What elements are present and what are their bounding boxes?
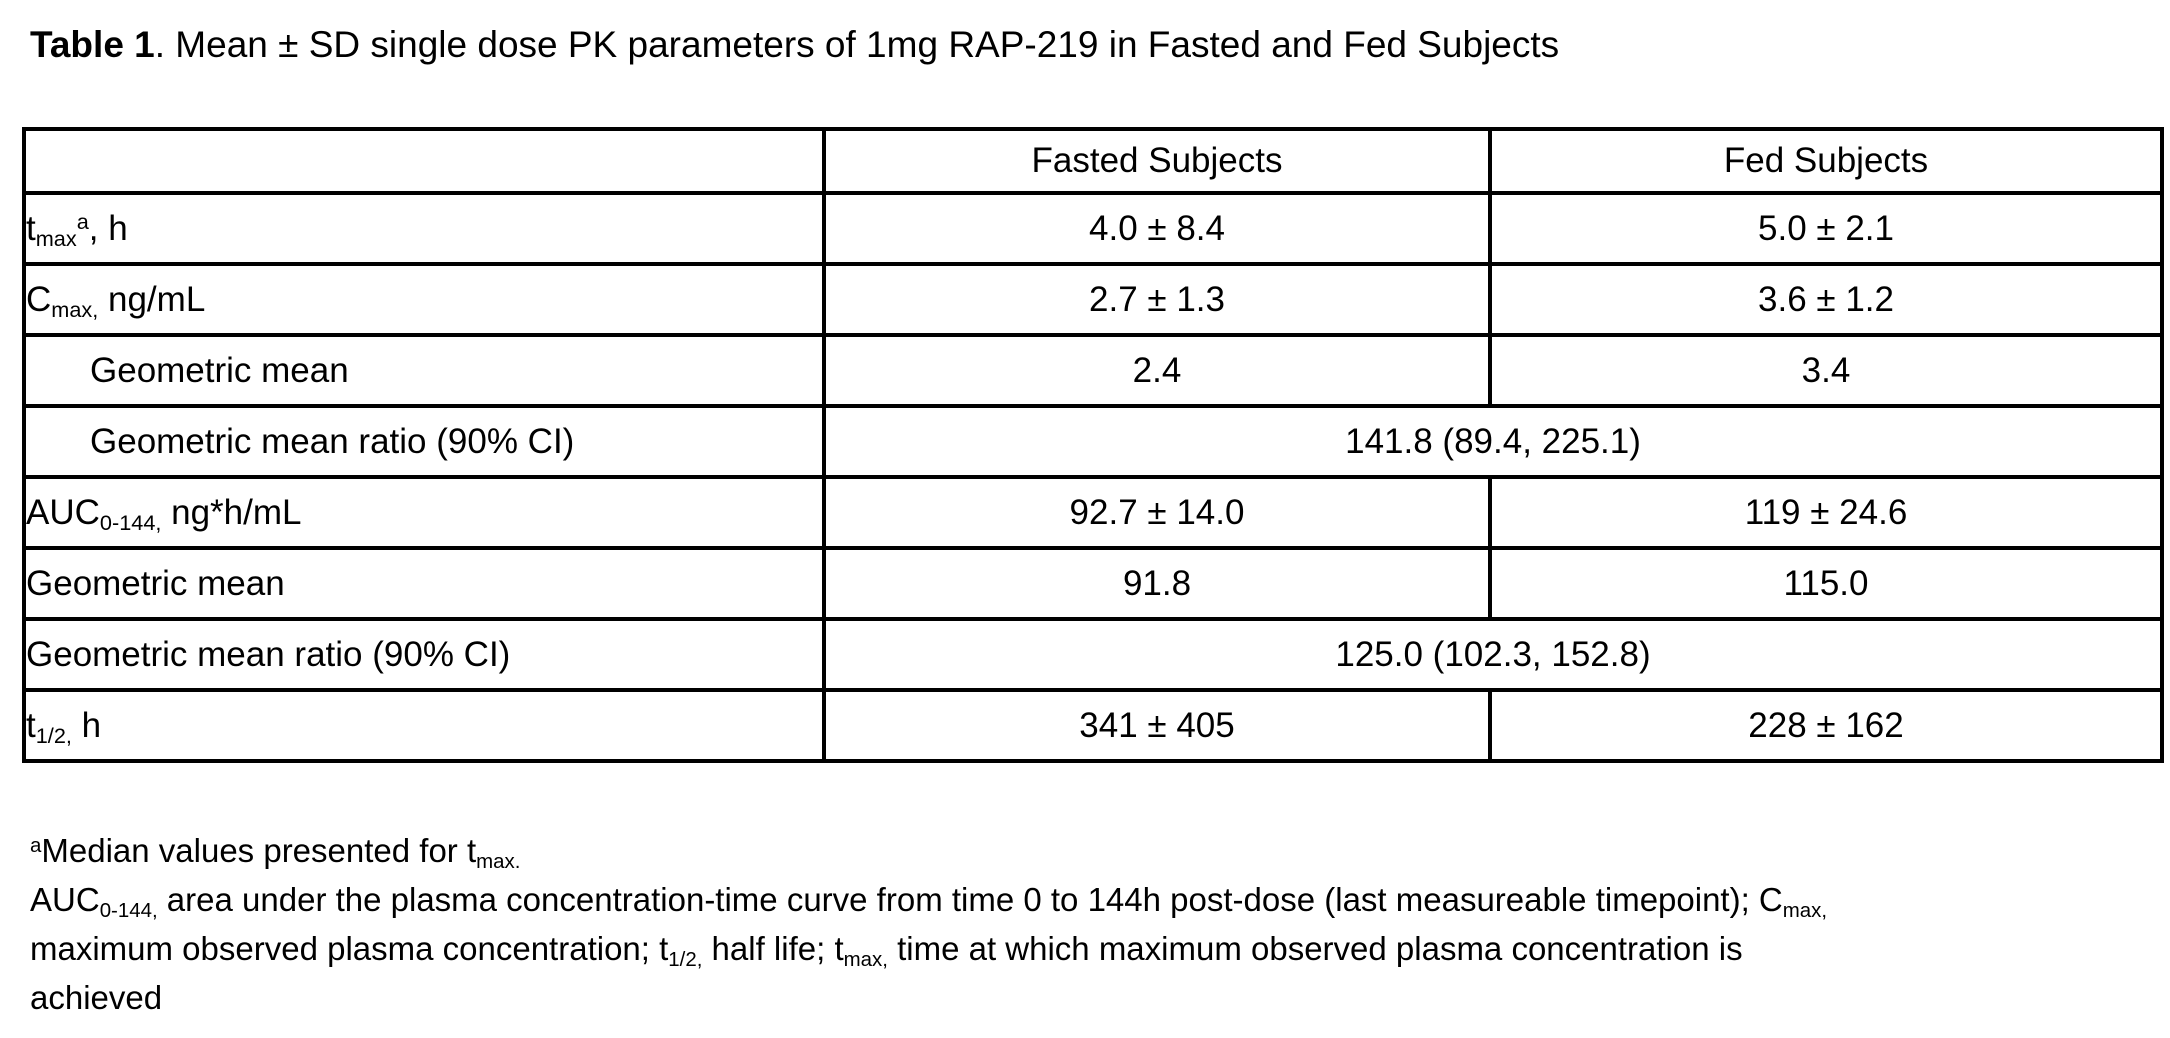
table-row-cmax: Cmax, ng/mL 2.7 ± 1.3 3.6 ± 1.2	[22, 262, 2164, 337]
table-title: Table 1. Mean ± SD single dose PK parame…	[30, 22, 1559, 68]
table-row-auc-geomean: Geometric mean 91.8 115.0	[22, 546, 2164, 621]
pk-parameters-table: Fasted Subjects Fed Subjects tmaxa, h 4.…	[22, 127, 2164, 763]
table-title-text: . Mean ± SD single dose PK parameters of…	[154, 24, 1560, 65]
footnote-text: area under the plasma concentration-time…	[157, 881, 1783, 918]
footnote-subscript: 1/2,	[668, 947, 703, 971]
param-subscript: 0-144,	[99, 509, 162, 535]
param-base: C	[26, 279, 52, 319]
value-fasted: 2.4	[822, 333, 1492, 408]
value-fed: 3.4	[1488, 333, 2164, 408]
footnote-subscript: max,	[1782, 898, 1828, 922]
header-cell-fed: Fed Subjects	[1488, 127, 2164, 195]
footnote-median: aMedian values presented for tmax.	[30, 826, 1827, 875]
footnote-abbreviations-2: maximum observed plasma concentration; t…	[30, 924, 1827, 973]
footnote-subscript: 0-144,	[99, 898, 158, 922]
param-subscript: max	[35, 225, 77, 251]
param-unit: ng/mL	[98, 279, 206, 319]
value-fasted: 2.7 ± 1.3	[822, 262, 1492, 337]
param-subscript: 1/2,	[35, 722, 72, 748]
value-fasted: 341 ± 405	[822, 688, 1492, 763]
table-row-tmax: tmaxa, h 4.0 ± 8.4 5.0 ± 2.1	[22, 191, 2164, 266]
footnote-text: maximum observed plasma concentration; t	[30, 930, 669, 967]
param-label-geomean: Geometric mean	[22, 546, 826, 621]
table-row-cmax-geomean-ratio: Geometric mean ratio (90% CI) 141.8 (89.…	[22, 404, 2164, 479]
value-fed: 228 ± 162	[1488, 688, 2164, 763]
param-label-thalf: t1/2, h	[22, 688, 826, 763]
param-base: AUC	[26, 492, 100, 532]
footnotes: aMedian values presented for tmax. AUC0-…	[30, 826, 1827, 1022]
table-row-auc-geomean-ratio: Geometric mean ratio (90% CI) 125.0 (102…	[22, 617, 2164, 692]
param-base: Geometric mean ratio (90% CI)	[26, 634, 511, 674]
value-fasted: 91.8	[822, 546, 1492, 621]
footnote-abbreviations-1: AUC0-144, area under the plasma concentr…	[30, 875, 1827, 924]
value-fasted: 4.0 ± 8.4	[822, 191, 1492, 266]
footnote-text: time at which maximum observed plasma co…	[887, 930, 1743, 967]
param-subscript: max,	[51, 296, 99, 322]
param-label-auc: AUC0-144, ng*h/mL	[22, 475, 826, 550]
table-title-label: Table 1	[30, 24, 155, 65]
table-header-row: Fasted Subjects Fed Subjects	[22, 127, 2164, 195]
table-row-auc: AUC0-144, ng*h/mL 92.7 ± 14.0 119 ± 24.6	[22, 475, 2164, 550]
value-fed: 3.6 ± 1.2	[1488, 262, 2164, 337]
param-base: Geometric mean ratio (90% CI)	[90, 421, 575, 461]
param-label-geomean-ratio: Geometric mean ratio (90% CI)	[22, 404, 826, 479]
footnote-text: AUC	[30, 881, 100, 918]
param-label-geomean: Geometric mean	[22, 333, 826, 408]
value-merged-ratio: 141.8 (89.4, 225.1)	[822, 404, 2164, 479]
param-base: t	[26, 208, 36, 248]
footnote-text: half life; t	[702, 930, 844, 967]
footnote-marker: a	[30, 833, 42, 857]
param-unit: ng*h/mL	[161, 492, 302, 532]
param-superscript: a	[76, 208, 89, 234]
value-fed: 115.0	[1488, 546, 2164, 621]
param-label-geomean-ratio: Geometric mean ratio (90% CI)	[22, 617, 826, 692]
param-label-cmax: Cmax, ng/mL	[22, 262, 826, 337]
value-fed: 5.0 ± 2.1	[1488, 191, 2164, 266]
value-fasted: 92.7 ± 14.0	[822, 475, 1492, 550]
param-label-tmax: tmaxa, h	[22, 191, 826, 266]
param-unit: , h	[88, 208, 128, 248]
footnote-subscript: max.	[476, 849, 521, 873]
header-cell-parameter	[22, 127, 826, 195]
footnote-abbreviations-3: achieved	[30, 973, 1827, 1022]
value-merged-ratio: 125.0 (102.3, 152.8)	[822, 617, 2164, 692]
footnote-text: achieved	[30, 979, 163, 1016]
param-base: Geometric mean	[90, 350, 349, 390]
table-row-thalf: t1/2, h 341 ± 405 228 ± 162	[22, 688, 2164, 763]
value-fed: 119 ± 24.6	[1488, 475, 2164, 550]
param-base: Geometric mean	[26, 563, 285, 603]
footnote-text: Median values presented for t	[41, 832, 477, 869]
table-row-cmax-geomean: Geometric mean 2.4 3.4	[22, 333, 2164, 408]
param-unit: h	[71, 705, 102, 745]
footnote-subscript: max,	[843, 947, 888, 971]
header-cell-fasted: Fasted Subjects	[822, 127, 1492, 195]
param-base: t	[26, 705, 36, 745]
